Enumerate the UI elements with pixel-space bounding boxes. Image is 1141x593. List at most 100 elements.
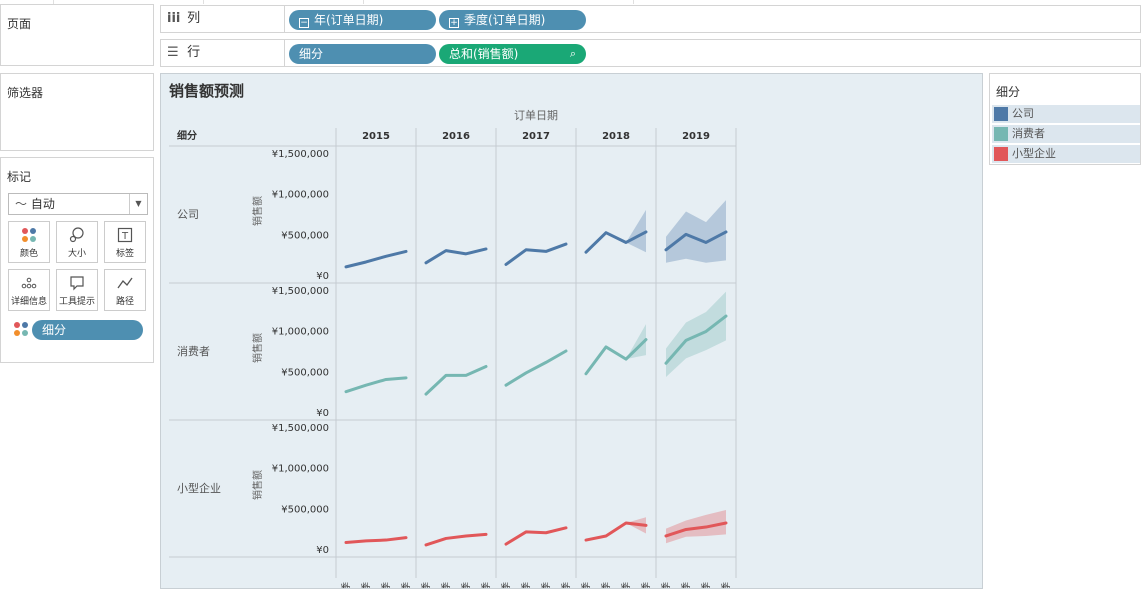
tooltip-icon	[57, 275, 97, 297]
y-tick-label: ¥0	[316, 408, 329, 419]
legend-panel: 细分 公司 消费者 小型企业	[989, 73, 1141, 165]
color-icon	[9, 227, 49, 249]
legend-swatch-consumer	[994, 127, 1008, 141]
quarter-tick-label: 2季	[360, 582, 372, 588]
y-tick-label: ¥1,000,000	[272, 190, 329, 201]
legend-swatch-company	[994, 107, 1008, 121]
marks-panel-title: 标记	[7, 170, 32, 184]
mark-type-value: 自动	[30, 197, 55, 211]
sum-sales-pill-label: 总和(销售额)	[449, 47, 519, 61]
mark-type-dropdown[interactable]: 〜 自动 ▼	[8, 193, 148, 215]
quarter-tick-label: 2季	[440, 582, 452, 588]
rows-shelf[interactable]: ☰ 行 细分 总和(销售额) ⌕	[160, 39, 1141, 67]
label-button-label: 标签	[115, 249, 134, 259]
year-header: 2016	[442, 131, 470, 142]
y-axis-label: 销售额	[251, 470, 264, 500]
quarter-tick-label: 2季	[680, 582, 692, 588]
y-axis-label: 销售额	[251, 333, 264, 363]
legend-label-small-business: 小型企业	[1012, 147, 1056, 160]
detail-button-label: 详细信息	[10, 297, 47, 307]
rows-shelf-title: 行	[187, 45, 201, 60]
forecast-band	[666, 509, 726, 544]
series-line	[344, 536, 408, 544]
legend-swatch-small-business	[994, 147, 1008, 161]
detail-button[interactable]: 详细信息	[8, 269, 50, 311]
color-button[interactable]: 颜色	[8, 221, 50, 263]
quarter-tick-label: 4季	[400, 582, 412, 588]
quarter-tick-label: 3季	[620, 582, 632, 588]
y-tick-label: ¥1,000,000	[272, 464, 329, 475]
y-tick-label: ¥1,500,000	[272, 149, 329, 160]
sum-sales-pill[interactable]: 总和(销售额) ⌕	[439, 44, 586, 64]
segment-pill[interactable]: 细分	[289, 44, 436, 64]
quarter-tick-label: 1季	[660, 582, 672, 588]
svg-text:T: T	[121, 231, 129, 242]
color-field-pill[interactable]: 细分	[32, 320, 143, 340]
legend-item-consumer[interactable]: 消费者	[992, 125, 1140, 143]
series-line	[664, 314, 728, 365]
y-tick-label: ¥0	[316, 545, 329, 556]
path-button-label: 路径	[115, 297, 134, 307]
quarter-tick-label: 3季	[460, 582, 472, 588]
columns-shelf[interactable]: iii 列 − 年(订单日期) + 季度(订单日期)	[160, 5, 1141, 33]
chevron-down-icon: ▼	[129, 194, 147, 214]
year-order-date-pill[interactable]: − 年(订单日期)	[289, 10, 436, 30]
quarter-order-date-pill[interactable]: + 季度(订单日期)	[439, 10, 586, 30]
legend-item-company[interactable]: 公司	[992, 105, 1140, 123]
quarter-tick-label: 3季	[380, 582, 392, 588]
viz-area[interactable]: 销售额预测 订单日期 细分 2015 2016 2017 2018 2019 公司 销售额 ¥0 ¥5…	[160, 73, 983, 589]
series-line	[344, 376, 408, 394]
year-pill-label: 年(订单日期)	[314, 13, 384, 27]
expand-icon[interactable]: +	[449, 18, 459, 28]
quarter-tick-label: 4季	[480, 582, 492, 588]
series-line	[584, 521, 648, 542]
line-mark-icon: 〜	[15, 197, 31, 211]
rows-shelf-label: ☰ 行	[161, 40, 285, 66]
size-button[interactable]: 大小	[56, 221, 98, 263]
label-button[interactable]: T 标签	[104, 221, 146, 263]
quarter-tick-label: 2季	[520, 582, 532, 588]
quarter-tick-label: 1季	[500, 582, 512, 588]
series-line	[344, 249, 408, 269]
legend-item-small-business[interactable]: 小型企业	[992, 145, 1140, 163]
columns-icon: iii	[167, 11, 181, 26]
tooltip-button[interactable]: 工具提示	[56, 269, 98, 311]
filters-panel[interactable]: 筛选器	[0, 73, 154, 151]
y-tick-label: ¥500,000	[281, 504, 329, 515]
quarter-pill-label: 季度(订单日期)	[464, 13, 546, 27]
column-header-title: 订单日期	[514, 109, 558, 122]
path-button[interactable]: 路径	[104, 269, 146, 311]
tooltip-button-label: 工具提示	[58, 297, 95, 307]
quarter-tick-label: 1季	[420, 582, 432, 588]
y-axis-label: 销售额	[251, 196, 264, 226]
segment-label: 小型企业	[177, 481, 221, 495]
forecast-band	[626, 209, 646, 253]
columns-shelf-title: 列	[187, 11, 201, 26]
quarter-tick-label: 2季	[600, 582, 612, 588]
forecast-band	[666, 200, 726, 263]
y-tick-label: ¥1,500,000	[272, 286, 329, 297]
chart-title: 销售额预测	[169, 82, 244, 100]
series-line	[664, 230, 728, 252]
collapse-icon[interactable]: −	[299, 18, 309, 28]
y-tick-label: ¥0	[316, 271, 329, 282]
pages-panel: 页面	[0, 4, 154, 66]
segment-pill-label: 细分	[299, 47, 324, 61]
year-header: 2019	[682, 131, 710, 142]
year-header: 2018	[602, 131, 630, 142]
series-line	[504, 349, 568, 387]
series-line	[424, 364, 488, 396]
columns-shelf-label: iii 列	[161, 6, 285, 32]
series-line	[584, 230, 648, 254]
y-tick-label: ¥500,000	[281, 367, 329, 378]
color-field-pill-label: 细分	[42, 323, 67, 337]
rows-icon: ☰	[167, 45, 179, 60]
row-header-title: 细分	[177, 129, 197, 142]
filters-panel-title: 筛选器	[7, 86, 44, 100]
color-field-icon	[13, 321, 29, 340]
y-tick-label: ¥500,000	[281, 230, 329, 241]
segment-label: 公司	[177, 208, 199, 221]
color-button-label: 颜色	[19, 249, 38, 259]
label-icon: T	[105, 227, 145, 249]
